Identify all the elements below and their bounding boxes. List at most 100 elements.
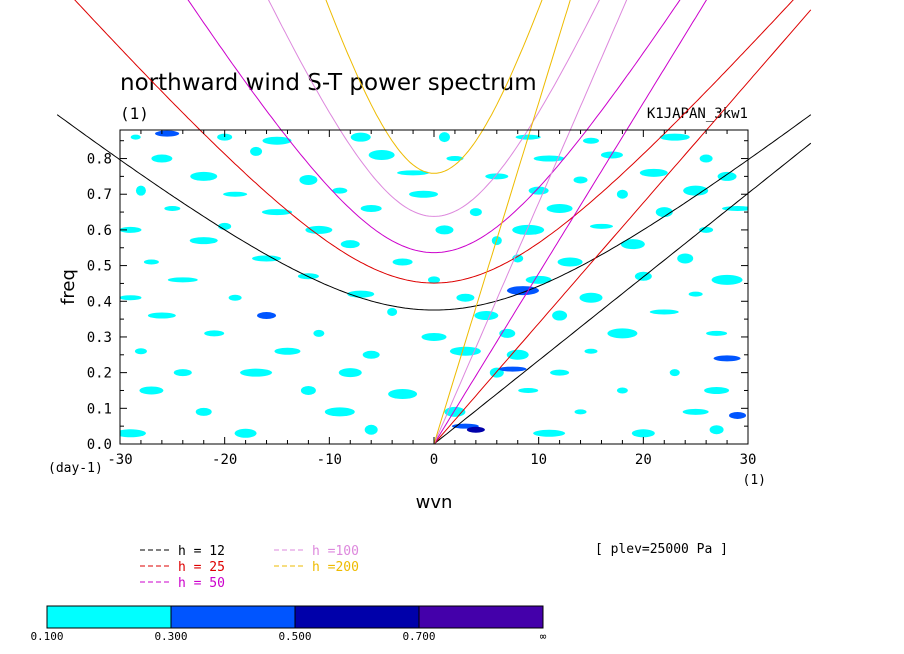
power-contour-patch: [250, 146, 263, 156]
power-contour-patch: [397, 170, 430, 176]
power-contour-patch: [305, 225, 333, 234]
power-contour-patch: [139, 386, 164, 395]
x-tick-label: -20: [212, 452, 237, 468]
power-contour-patch: [616, 387, 628, 394]
dispersion-curve-kelvin: [433, 0, 628, 445]
power-contour-patch: [438, 132, 450, 143]
power-contour-patch: [579, 292, 603, 303]
power-contour-patch: [512, 224, 545, 235]
power-contour-patch: [631, 429, 655, 438]
power-contour-patch: [722, 206, 748, 211]
power-contour-patch: [167, 277, 198, 283]
power-contour-patch: [498, 366, 527, 372]
power-contour-patch: [699, 226, 714, 233]
chart-title: northward wind S-T power spectrum: [120, 70, 537, 96]
power-contour-patch: [340, 240, 360, 249]
power-contour-patch: [729, 411, 747, 419]
legend-label: h = 25: [178, 560, 225, 575]
legend-label: h = 50: [178, 576, 225, 591]
power-contour-patch: [338, 368, 362, 378]
power-contour-patch: [190, 171, 218, 181]
power-contour-patch: [435, 225, 454, 235]
power-contour-patch: [669, 369, 680, 377]
power-contour-patch: [533, 155, 565, 162]
power-contour-patch: [706, 330, 728, 336]
power-contour-patch: [659, 133, 690, 141]
power-contour-patch: [130, 134, 141, 140]
power-contour-patch: [120, 226, 142, 233]
dispersion-curve-kelvin: [433, 142, 812, 445]
dispersion-curve-kelvin: [433, 0, 571, 445]
power-contour-patch: [574, 409, 587, 415]
level-annotation: [ plev=25000 Pa ]: [595, 542, 728, 557]
power-contour-patch: [143, 259, 159, 265]
power-contour-patch: [120, 295, 142, 301]
power-contour-patch: [683, 185, 709, 196]
power-contour-patch: [223, 191, 248, 197]
y-tick-label: 0.2: [87, 366, 112, 382]
power-contour-patch: [573, 176, 588, 184]
dispersion-curve-ig: [56, 114, 812, 311]
chart-subtitle-right: K1JAPAN_3kw1: [647, 106, 748, 122]
colorbar-label: 0.500: [278, 630, 311, 643]
y-axis: 0.0 0.1 0.2 0.3 0.4 0.5 0.6 0.7 0.8: [87, 140, 748, 453]
colorbar-label: 0.300: [154, 630, 187, 643]
dispersion-curve-ig: [74, 0, 794, 284]
power-contour-patch: [428, 276, 440, 284]
power-contour-patch: [469, 208, 482, 217]
x-axis: -30 -20 -10 0 10 20 30: [107, 130, 756, 468]
power-contour-patch: [713, 355, 741, 362]
y-tick-label: 0.7: [87, 187, 112, 203]
power-contour-patch: [324, 407, 355, 417]
x-tick-label: 0: [430, 452, 438, 468]
power-contour-patch: [155, 130, 180, 137]
power-contour-patch: [300, 385, 316, 395]
power-contour-patch: [217, 133, 233, 141]
power-contour-patch: [257, 312, 277, 320]
power-contour-patch: [134, 348, 147, 355]
power-contour-patch: [392, 258, 413, 266]
power-contour-patch: [717, 171, 737, 181]
power-contour-patch: [584, 348, 598, 354]
power-contour-patch: [639, 168, 668, 177]
power-contour-patch: [552, 310, 568, 321]
power-contour-patch: [506, 349, 529, 360]
y-tick-label: 0.5: [87, 259, 112, 275]
power-contour-patch: [456, 293, 475, 302]
x-tick-label: 30: [740, 452, 757, 468]
power-contour-patch: [164, 206, 181, 211]
power-contour-patch: [313, 329, 325, 337]
power-contour-patch: [387, 307, 398, 316]
power-contour-patch: [362, 350, 380, 359]
power-contour-patch: [350, 132, 371, 142]
power-contour-patch: [173, 369, 192, 377]
power-contour-patch: [620, 239, 645, 250]
power-contour-patch: [234, 428, 257, 438]
dispersion-curve-kelvin: [433, 0, 708, 445]
power-contour-patch: [364, 424, 378, 435]
dispersion-curve-ig: [267, 0, 600, 217]
power-contour-patch: [421, 332, 447, 341]
power-contour-patch: [699, 154, 713, 163]
power-contour-patch: [368, 149, 395, 160]
power-contour-patch: [525, 275, 552, 284]
power-contour-patch: [557, 257, 583, 267]
power-contour-patch: [704, 386, 730, 394]
power-contour-patch: [262, 136, 292, 145]
power-contour-patch: [240, 368, 273, 377]
colorbar-swatch: [170, 605, 296, 629]
y-tick-label: 0.6: [87, 223, 112, 239]
power-contour-patch: [299, 174, 318, 185]
colorbar-swatch: [294, 605, 420, 629]
power-contour-patch: [485, 173, 509, 180]
power-contour-patch: [518, 387, 539, 393]
power-contour-patch: [506, 286, 539, 296]
power-contour-patch: [616, 189, 628, 199]
power-contour-patch: [449, 346, 481, 356]
y-tick-label: 0.1: [87, 401, 112, 417]
chart-subtitle-left: (1): [120, 104, 149, 123]
power-contour-patch: [388, 389, 418, 400]
y-unit-label: (day-1): [48, 461, 103, 476]
power-contour-patch: [533, 429, 566, 437]
power-contour-patch: [583, 137, 599, 144]
